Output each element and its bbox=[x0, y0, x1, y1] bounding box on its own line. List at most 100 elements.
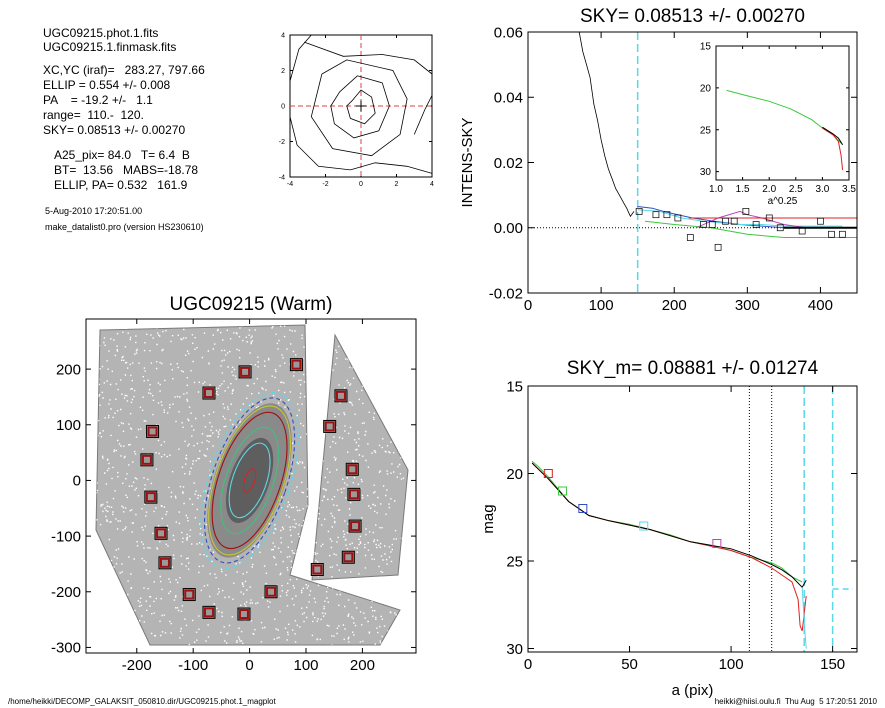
mag-series-line bbox=[531, 460, 803, 583]
sky-sample-square bbox=[765, 214, 773, 222]
y-tick-label: -100 bbox=[51, 528, 81, 545]
galaxy-core bbox=[225, 437, 274, 524]
contour-line bbox=[304, 41, 433, 75]
x-tick-label: 2.5 bbox=[789, 184, 803, 195]
y-tick-label: 20 bbox=[700, 83, 712, 94]
sky-sample-square bbox=[652, 211, 660, 219]
mask-marker-inner bbox=[147, 426, 158, 437]
y-tick-label: 30 bbox=[700, 167, 712, 178]
info-filename: UGC09215.phot.1.fits bbox=[43, 26, 159, 40]
mag-xlabel: a (pix) bbox=[672, 682, 714, 699]
plot-frame bbox=[85, 318, 417, 654]
mask-marker-inner bbox=[343, 552, 354, 563]
mag-sample-square bbox=[712, 539, 722, 548]
image-noise bbox=[96, 325, 408, 645]
sky-sample-square bbox=[742, 208, 750, 215]
info-maskname: UGC09215.1.finmask.fits bbox=[43, 40, 177, 54]
mask-marker-inner bbox=[350, 521, 361, 532]
x-tick-label: -100 bbox=[178, 657, 208, 674]
footer-path: /home/heikki/DECOMP_GALAKSIT_050810.dir/… bbox=[8, 697, 276, 706]
sky-sample-square bbox=[839, 230, 846, 238]
y-tick-label: 25 bbox=[700, 125, 712, 136]
info-ellip-pa: ELLIP, PA= 0.532 161.9 bbox=[54, 178, 188, 192]
info-center: XC,YC (iraf)= 283.27, 797.66 bbox=[43, 63, 205, 77]
y-tick-label: 0.02 bbox=[494, 155, 523, 172]
isophote-ellipse bbox=[242, 468, 257, 493]
y-tick-label: 200 bbox=[56, 361, 81, 378]
mask-marker-inner bbox=[266, 586, 277, 597]
contour-panel: -4 -2 0 2 4 -4 -2 0 2 4 bbox=[279, 32, 434, 188]
isophote-ellipse bbox=[220, 426, 279, 535]
mask-marker-inner bbox=[347, 464, 358, 475]
info-a25: A25_pix= 84.0 T= 6.4 B bbox=[54, 148, 190, 162]
mask-marker-inner bbox=[324, 421, 335, 432]
x-tick-label: -4 bbox=[287, 181, 293, 188]
mag-sample-square bbox=[558, 486, 568, 496]
sky-sample-square bbox=[730, 217, 738, 225]
mask-marker-inner bbox=[184, 589, 195, 600]
mask-marker-inner bbox=[238, 609, 249, 620]
sky-series-line bbox=[637, 206, 843, 229]
info-range: range= 110.- 120. bbox=[43, 108, 144, 122]
sky-sample-square bbox=[817, 217, 824, 225]
contour-line bbox=[413, 95, 433, 135]
x-tick-label: 400 bbox=[808, 297, 833, 314]
mask-marker-inner bbox=[159, 557, 170, 568]
x-tick-label: 3.0 bbox=[815, 184, 829, 195]
mask-marker-inner bbox=[156, 528, 167, 539]
mag-ylabel: mag bbox=[480, 504, 497, 533]
info-pa: PA = -19.2 +/- 1.1 bbox=[43, 93, 153, 107]
isophote-ellipse bbox=[228, 442, 271, 519]
x-tick-label: 200 bbox=[350, 657, 375, 674]
sky-sample-square bbox=[722, 217, 729, 225]
sky-ylabel: INTENS-SKY bbox=[459, 117, 476, 207]
sky-title: SKY= 0.08513 +/- 0.00270 bbox=[580, 6, 805, 27]
y-tick-label: 0 bbox=[281, 103, 285, 110]
x-tick-label: 50 bbox=[621, 656, 638, 673]
info-bt: BT= 13.56 MABS=-18.78 bbox=[54, 163, 199, 177]
inset-background bbox=[716, 46, 849, 180]
galaxy-image-panel: UGC09215 (Warm) -200 -100 0 100 200 -300 -200 -1… bbox=[51, 294, 417, 674]
mag-title: SKY_m= 0.08881 +/- 0.01274 bbox=[567, 358, 819, 379]
sky-data bbox=[528, 32, 857, 293]
x-tick-label: 1.0 bbox=[709, 184, 723, 195]
mag-series-line bbox=[801, 587, 807, 649]
image-title: UGC09215 (Warm) bbox=[170, 294, 333, 315]
mask-marker-inner bbox=[240, 366, 251, 377]
magnitude-profile-panel: SKY_m= 0.08881 +/- 0.01274 mag a (pix) 0 50 1… bbox=[480, 358, 858, 699]
sky-sample-square bbox=[635, 208, 643, 215]
x-tick-label: -2 bbox=[322, 181, 328, 188]
contour-line bbox=[346, 89, 376, 125]
x-tick-label: 300 bbox=[735, 297, 760, 314]
isophote-ellipse bbox=[204, 397, 296, 564]
mag-sample-square bbox=[639, 521, 649, 531]
isophote-ellipse bbox=[208, 405, 291, 556]
sky-sample-square bbox=[686, 234, 694, 241]
sky-series-line bbox=[637, 209, 843, 227]
y-tick-label: 0.06 bbox=[494, 24, 523, 41]
sky-sample-square bbox=[708, 221, 716, 228]
x-tick-label: -200 bbox=[122, 657, 152, 674]
y-tick-label: 0.04 bbox=[494, 90, 523, 107]
info-date: 5-Aug-2010 17:20:51.00 bbox=[45, 206, 143, 216]
sky-sample-square bbox=[752, 221, 760, 228]
y-tick-label: 4 bbox=[281, 32, 285, 39]
mag-sample-square bbox=[543, 469, 553, 478]
x-tick-label: 1.5 bbox=[736, 184, 750, 195]
x-tick-label: 0 bbox=[359, 181, 363, 188]
plot-frame bbox=[527, 385, 858, 653]
inset-series-line bbox=[822, 126, 844, 146]
y-tick-label: 2 bbox=[281, 68, 285, 75]
mask-marker-inner bbox=[335, 390, 346, 401]
y-tick-label: 0 bbox=[73, 473, 81, 490]
mask-marker-inner bbox=[203, 388, 214, 399]
sky-sample-square bbox=[663, 211, 671, 219]
inset-xlabel: a^0.25 bbox=[768, 196, 798, 207]
sky-sample-square bbox=[714, 243, 722, 251]
y-tick-label: 20 bbox=[506, 466, 523, 483]
mask-marker-inner bbox=[203, 607, 214, 618]
info-sky: SKY= 0.08513 +/- 0.00270 bbox=[43, 123, 186, 137]
y-tick-label: -2 bbox=[279, 139, 285, 146]
mask-marker-inner bbox=[312, 564, 323, 575]
